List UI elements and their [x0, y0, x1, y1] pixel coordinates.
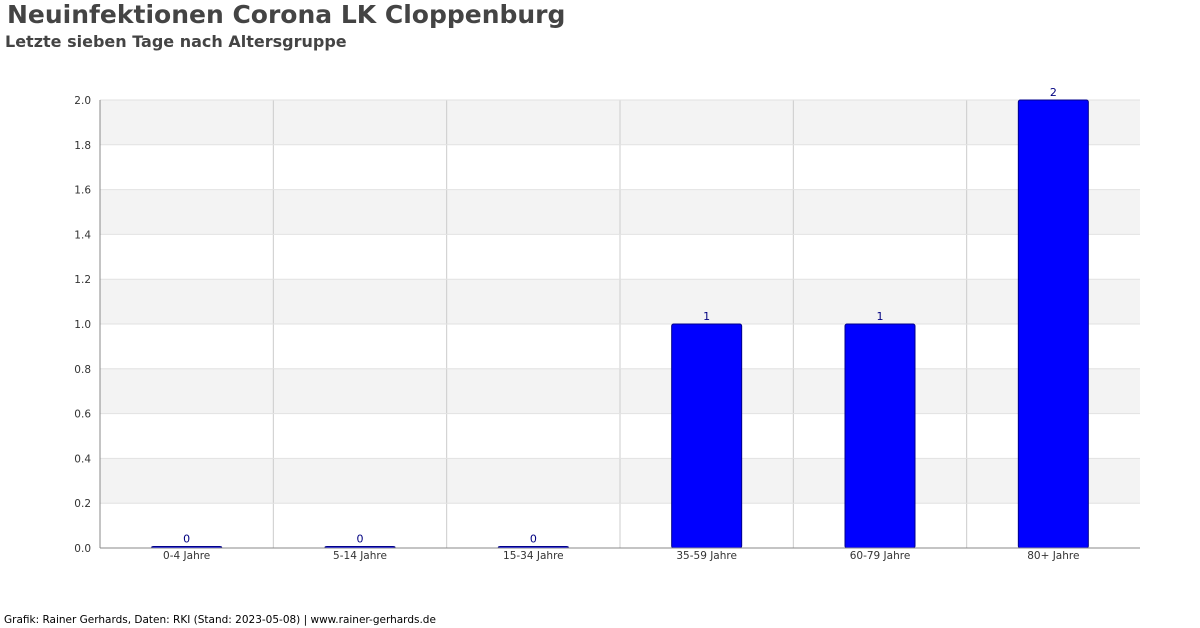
y-tick-label: 1.8 [74, 140, 91, 152]
y-tick-label: 1.4 [74, 229, 91, 241]
axes [99, 100, 1140, 549]
bar-value-label: 0 [357, 533, 364, 546]
footer-credit: Grafik: Rainer Gerhards, Daten: RKI (Sta… [4, 614, 436, 626]
y-tick-labels: 0.0 0.2 0.4 0.6 0.8 1.0 1.2 1.4 1.6 1.8 2.0 [74, 95, 91, 555]
y-tick-label: 0.8 [74, 364, 91, 376]
bar-value-label: 1 [703, 310, 710, 323]
y-tick-label: 0.2 [74, 498, 91, 510]
y-tick-label: 1.2 [74, 274, 91, 286]
chart-title: Neuinfektionen Corona LK Cloppenburg [7, 0, 566, 29]
bar-value-label: 2 [1050, 86, 1057, 99]
bar-60-79-jahre [844, 323, 916, 549]
x-tick-label: 80+ Jahre [1027, 550, 1079, 562]
horizontal-gridlines [100, 99, 1140, 504]
y-tick-label: 0.0 [74, 543, 91, 555]
bar-35-59-jahre [671, 323, 743, 549]
y-tick-label: 0.6 [74, 409, 91, 421]
y-tick-label: 2.0 [74, 95, 91, 107]
bar-value-label: 0 [183, 533, 190, 546]
y-tick-label: 0.4 [74, 453, 91, 465]
bar-value-label: 0 [530, 533, 537, 546]
x-tick-label: 60-79 Jahre [850, 550, 911, 562]
chart-subtitle: Letzte sieben Tage nach Altersgruppe [5, 32, 347, 51]
x-tick-label: 0-4 Jahre [163, 550, 210, 562]
value-labels: 0 0 0 1 1 2 [183, 86, 1057, 546]
bar-chart: 0.0 0.2 0.4 0.6 0.8 1.0 1.2 1.4 1.6 1.8 2.0 0-4 Ja… [74, 86, 1140, 562]
x-tick-labels: 0-4 Jahre 5-14 Jahre 15-34 Jahre 35-59 Jahr… [163, 550, 1079, 562]
x-tick-label: 15-34 Jahre [503, 550, 564, 562]
x-tick-label: 35-59 Jahre [676, 550, 737, 562]
x-tick-label: 5-14 Jahre [333, 550, 387, 562]
y-tick-label: 1.6 [74, 185, 91, 197]
bar-value-label: 1 [877, 310, 884, 323]
bars [151, 99, 1089, 549]
y-tick-label: 1.0 [74, 319, 91, 331]
bar-80-jahre [1017, 99, 1089, 549]
